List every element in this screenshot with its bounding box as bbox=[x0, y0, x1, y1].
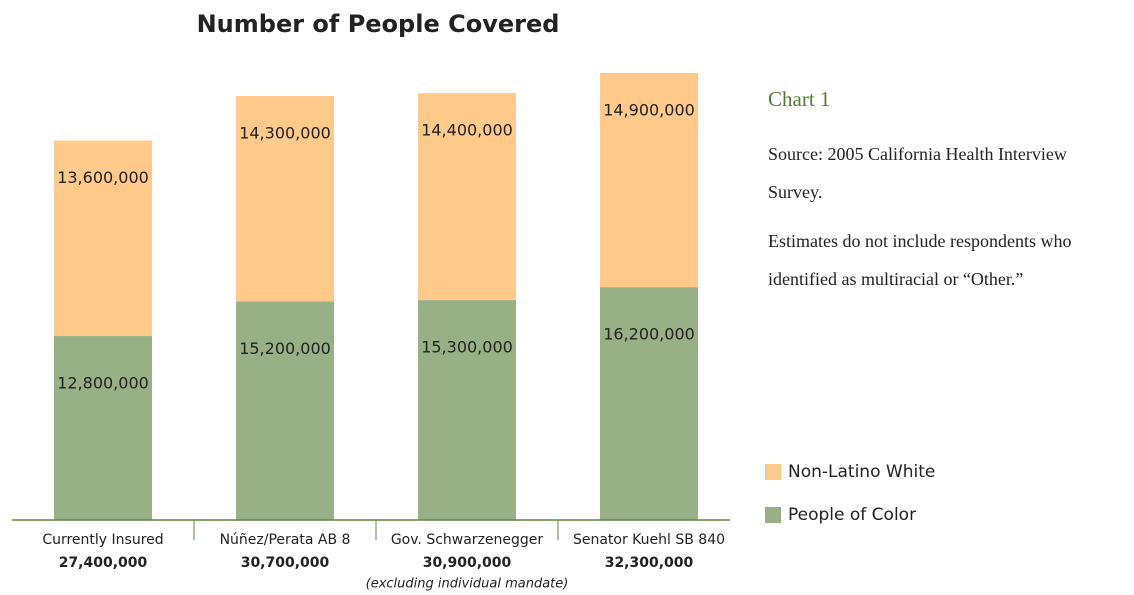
total-label: 30,700,000 bbox=[241, 555, 330, 571]
value-label: 14,300,000 bbox=[239, 123, 331, 142]
value-label: 16,200,000 bbox=[603, 325, 695, 344]
bar-segment bbox=[236, 95, 334, 302]
total-label: 27,400,000 bbox=[59, 555, 148, 571]
value-label: 13,600,000 bbox=[57, 168, 149, 187]
bar-segment bbox=[54, 336, 152, 520]
chart-title: Number of People Covered bbox=[197, 10, 560, 38]
legend-label: People of Color bbox=[788, 505, 916, 525]
bar-segment bbox=[236, 301, 334, 520]
source-note: Source: 2005 California Health Interview… bbox=[768, 144, 1067, 202]
total-label: 30,900,000 bbox=[423, 555, 512, 571]
legend-swatch bbox=[765, 507, 781, 523]
estimate-note: Estimates do not include respondents who… bbox=[768, 231, 1072, 289]
bar-segment bbox=[600, 287, 698, 520]
bar-segment bbox=[418, 300, 516, 520]
value-label: 15,300,000 bbox=[421, 338, 513, 357]
annotation: (excluding individual mandate) bbox=[366, 577, 569, 592]
bar-segment bbox=[54, 140, 152, 337]
value-label: 14,400,000 bbox=[421, 121, 513, 140]
side-title: Chart 1 bbox=[768, 87, 831, 111]
x-tick-label: Senator Kuehl SB 840 bbox=[573, 532, 725, 548]
value-label: 15,200,000 bbox=[239, 339, 331, 358]
legend-swatch bbox=[765, 464, 781, 480]
total-label: 32,300,000 bbox=[605, 555, 694, 571]
bar-segment bbox=[418, 93, 516, 301]
x-tick-label: Currently Insured bbox=[42, 532, 163, 548]
x-tick-label: Núñez/Perata AB 8 bbox=[220, 532, 351, 548]
value-label: 12,800,000 bbox=[57, 374, 149, 393]
value-label: 14,900,000 bbox=[603, 101, 695, 120]
x-tick-label: Gov. Schwarzenegger bbox=[391, 532, 544, 548]
legend-label: Non-Latino White bbox=[788, 462, 935, 482]
bar-segment bbox=[600, 73, 698, 288]
